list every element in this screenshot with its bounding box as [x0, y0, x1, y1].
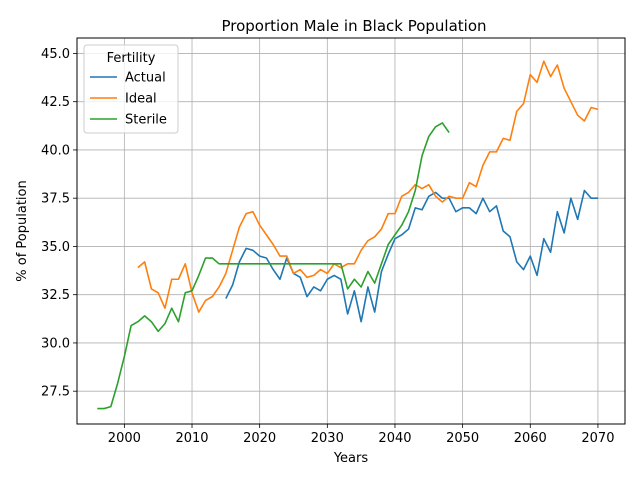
y-tick-label: 40.0	[41, 143, 70, 158]
series-line-sterile	[97, 122, 450, 410]
axis-ticks: 2000 2010 2020 2030 2040 2050 2060 2070 27.5 30.0…	[41, 47, 614, 446]
x-tick-label: 2070	[581, 431, 614, 446]
x-axis-label: Years	[333, 451, 369, 466]
y-tick-label: 35.0	[41, 240, 70, 255]
y-tick-label: 30.0	[41, 336, 70, 351]
y-tick-label: 42.5	[41, 95, 70, 110]
series-lines	[97, 60, 599, 410]
legend-box	[83, 44, 179, 134]
y-tick-label: 32.5	[41, 288, 70, 303]
legend-label-ideal: Ideal	[125, 92, 157, 107]
x-tick-label: 2020	[243, 431, 276, 446]
plot-frame	[76, 37, 626, 425]
x-tick-label: 2040	[378, 431, 411, 446]
y-tick-label: 45.0	[41, 47, 70, 62]
x-tick-label: 2000	[108, 431, 141, 446]
chart-title: Proportion Male in Black Population	[221, 17, 486, 35]
y-axis-label: % of Population	[15, 180, 30, 281]
series-line-ideal	[137, 60, 599, 313]
x-tick-label: 2030	[311, 431, 344, 446]
x-tick-label: 2060	[514, 431, 547, 446]
legend-title: Fertility	[107, 51, 156, 66]
x-tick-label: 2010	[175, 431, 208, 446]
x-tick-label: 2050	[446, 431, 479, 446]
legend: Fertility Actual Ideal Sterile	[83, 44, 179, 134]
grid	[77, 38, 625, 424]
legend-label-actual: Actual	[125, 71, 166, 86]
legend-label-sterile: Sterile	[125, 113, 167, 128]
y-tick-label: 37.5	[41, 192, 70, 207]
y-tick-label: 27.5	[41, 385, 70, 400]
